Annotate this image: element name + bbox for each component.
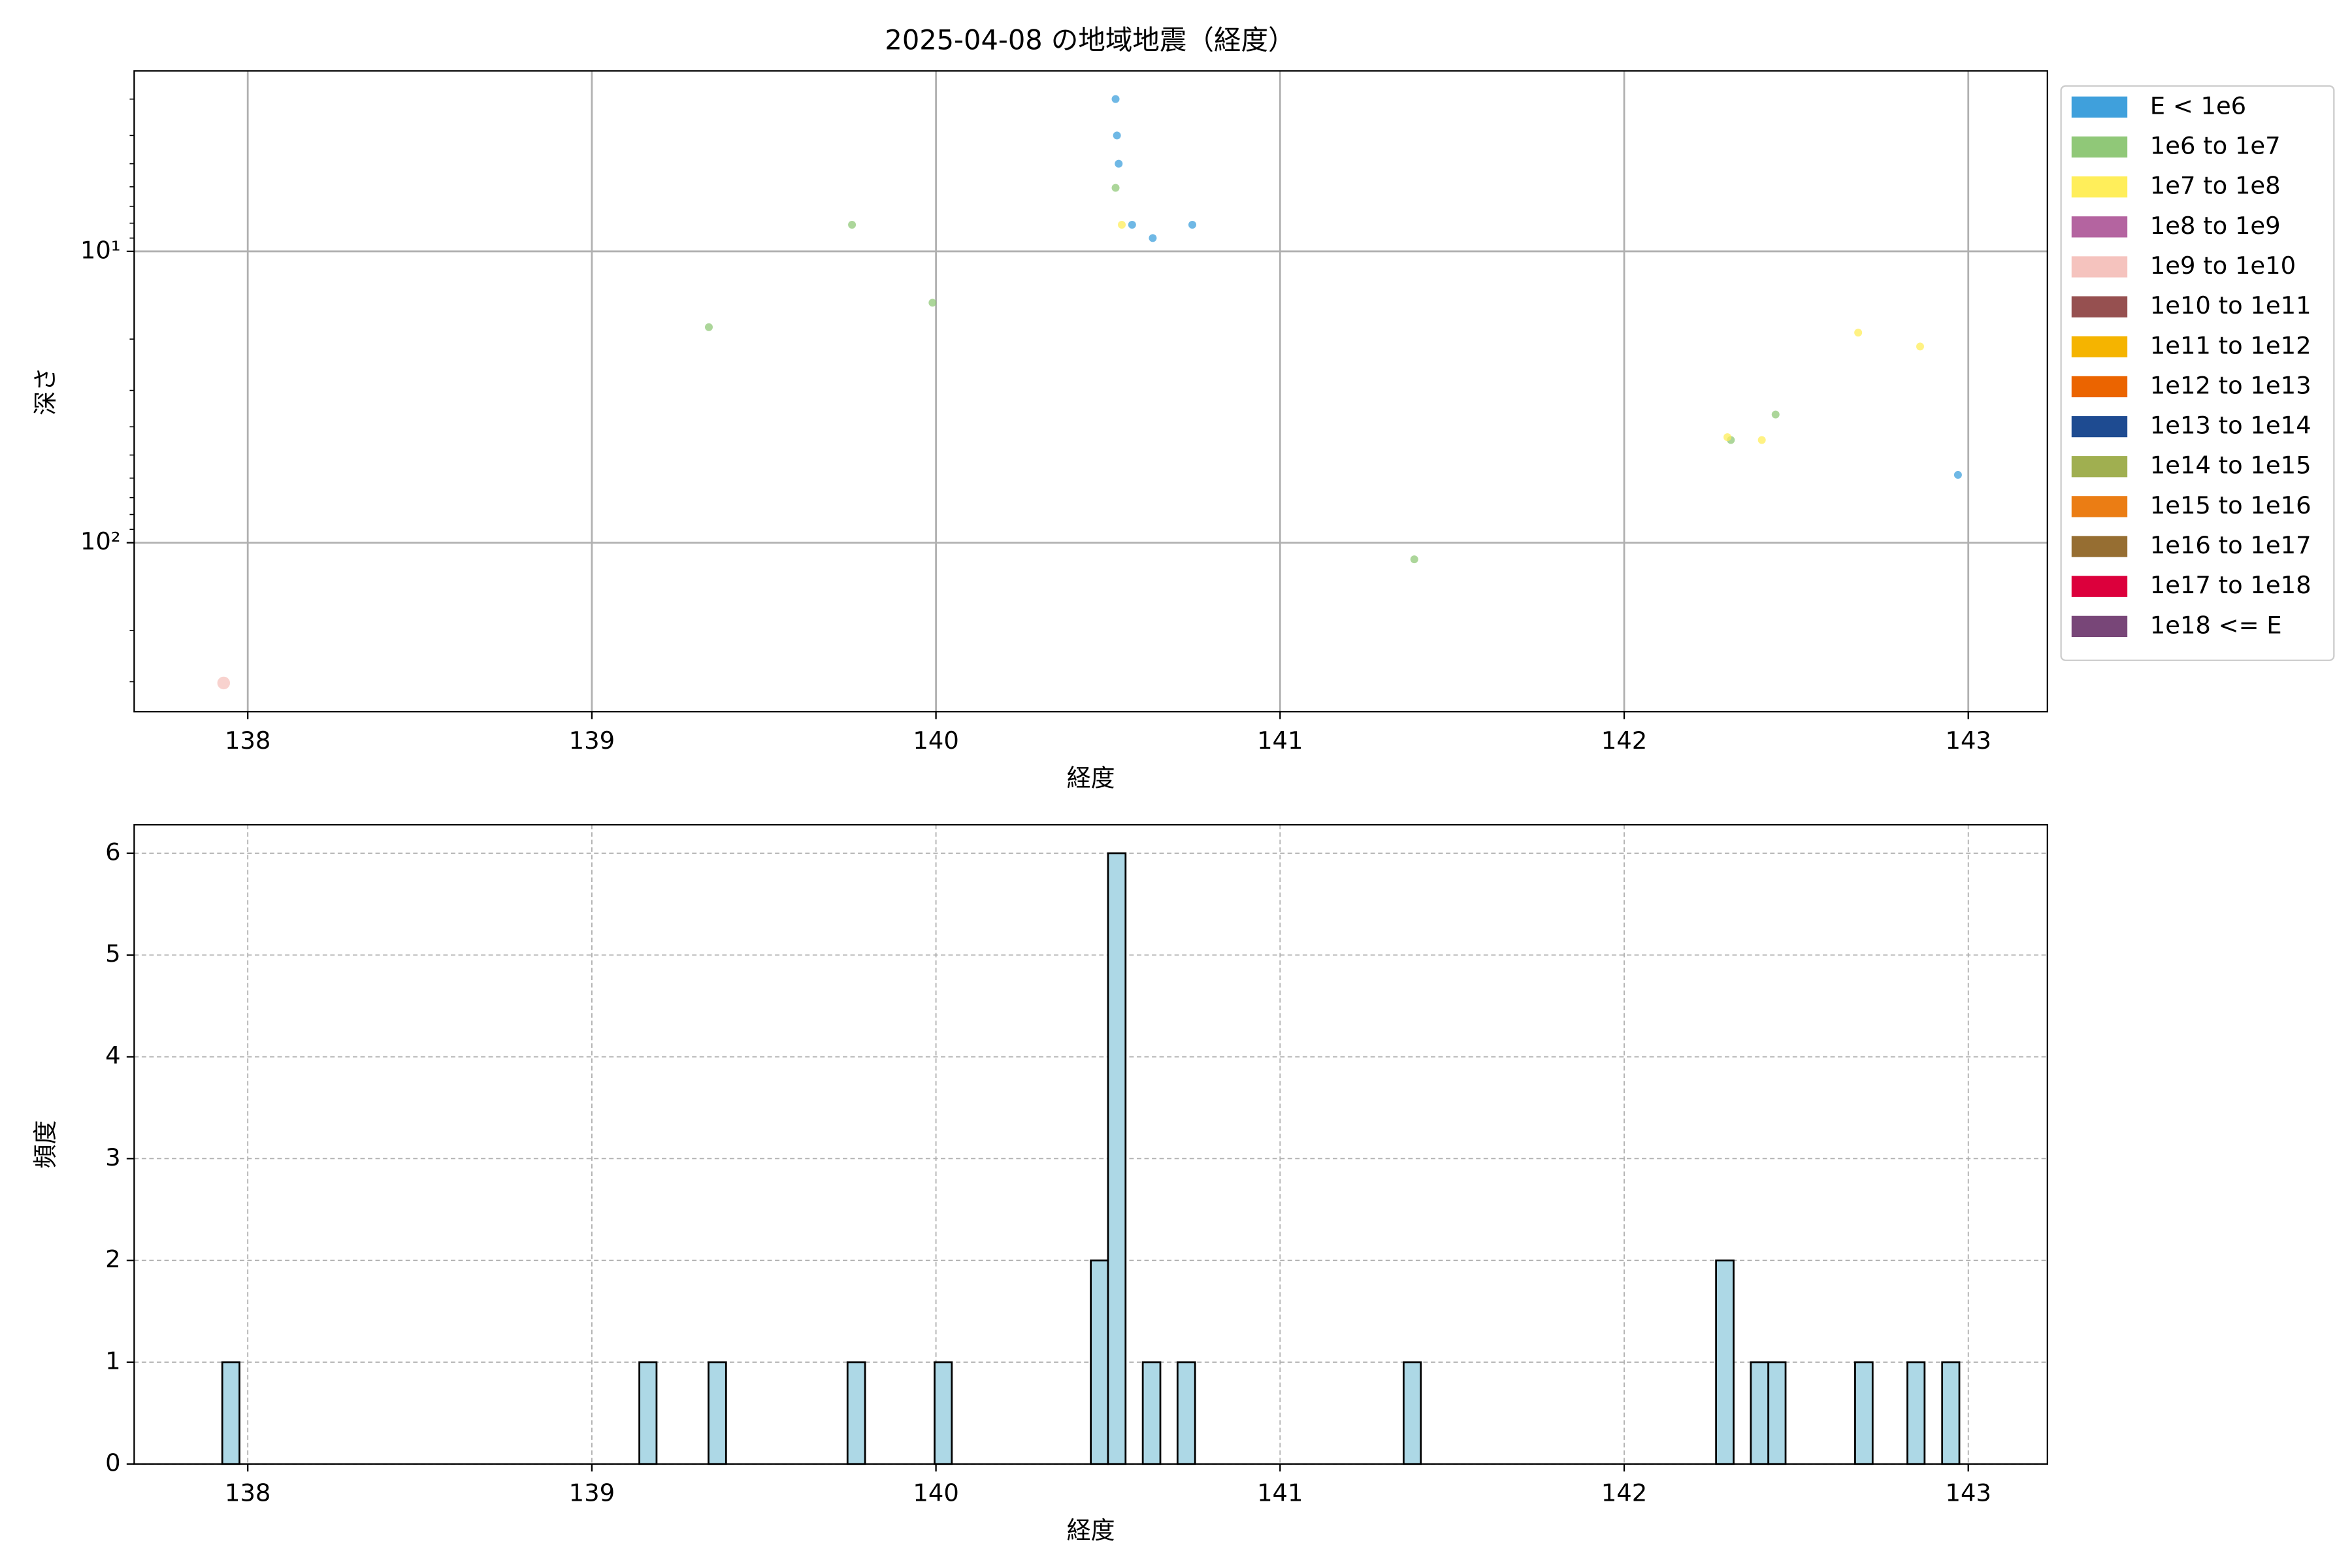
histogram-bar	[1107, 852, 1127, 1465]
scatter-point	[848, 221, 857, 229]
x-tick-label: 138	[225, 727, 270, 755]
histogram-bar	[1941, 1361, 1961, 1465]
legend-label: 1e12 to 1e13	[2150, 371, 2311, 399]
x-tick-label: 139	[569, 1478, 615, 1507]
legend-swatch	[2071, 536, 2128, 557]
scatter-point	[1113, 131, 1121, 140]
y-tick-label: 5	[105, 939, 120, 968]
histogram-bar	[1090, 1259, 1109, 1465]
x-tick-label: 139	[569, 727, 615, 755]
scatter-point	[1128, 221, 1136, 229]
scatter-point	[1115, 159, 1123, 168]
scatter-point	[1118, 221, 1126, 229]
legend-swatch	[2071, 336, 2128, 357]
x-tick-label: 142	[1601, 1478, 1647, 1507]
legend-swatch	[2071, 296, 2128, 318]
histogram-bar	[1854, 1361, 1874, 1465]
scatter-point	[1723, 433, 1732, 442]
histogram-bar	[1906, 1361, 1926, 1465]
y-tick-label: 0	[105, 1448, 120, 1477]
legend-swatch	[2071, 256, 2128, 278]
legend-swatch	[2071, 136, 2128, 158]
legend-label: E < 1e6	[2150, 91, 2246, 120]
scatter-point	[217, 676, 231, 690]
legend-label: 1e14 to 1e15	[2150, 451, 2311, 480]
histogram-bar	[1750, 1361, 1770, 1465]
scatter-point	[1916, 342, 1924, 351]
y-axis-label: 深さ	[31, 367, 59, 416]
legend-swatch	[2071, 496, 2128, 517]
x-tick-label: 140	[913, 727, 958, 755]
x-axis-label: 経度	[1067, 1516, 1115, 1544]
legend-label: 1e18 <= E	[2150, 611, 2282, 639]
plot-frame	[133, 70, 2048, 713]
x-tick-label: 141	[1257, 727, 1303, 755]
scatter-point	[1188, 221, 1196, 229]
legend-swatch	[2071, 96, 2128, 118]
legend-label: 1e10 to 1e11	[2150, 291, 2311, 319]
scatter-point	[1771, 410, 1780, 419]
scatter-point	[1953, 470, 1962, 479]
y-axis-label: 頻度	[31, 1120, 59, 1169]
histogram-bar	[1141, 1361, 1162, 1465]
y-tick-label: 10¹	[80, 236, 121, 264]
histogram-bar	[846, 1361, 866, 1465]
y-tick-label: 6	[105, 838, 120, 866]
x-axis-label: 経度	[1067, 764, 1115, 792]
x-tick-label: 138	[225, 1478, 270, 1507]
histogram-bar	[638, 1361, 658, 1465]
legend-label: 1e17 to 1e18	[2150, 571, 2311, 599]
histogram-bar	[934, 1361, 953, 1465]
y-tick-label: 2	[105, 1245, 120, 1273]
legend-label: 1e11 to 1e12	[2150, 331, 2311, 359]
legend-label: 1e6 to 1e7	[2150, 132, 2281, 160]
scatter-point	[1854, 329, 1863, 337]
histogram-bar	[1715, 1259, 1735, 1465]
y-tick-label: 4	[105, 1041, 120, 1070]
legend-label: 1e7 to 1e8	[2150, 172, 2281, 200]
plot-frame	[133, 824, 2048, 1465]
legend-swatch	[2071, 176, 2128, 198]
histogram-bar	[1403, 1361, 1422, 1465]
legend-label: 1e13 to 1e14	[2150, 412, 2311, 440]
legend-swatch	[2071, 216, 2128, 238]
y-tick-label: 10²	[80, 527, 121, 555]
x-tick-label: 143	[1945, 1478, 1991, 1507]
histogram-bar	[1176, 1361, 1196, 1465]
scatter-point	[1111, 95, 1120, 103]
scatter-point	[1111, 184, 1120, 192]
histogram-bar	[708, 1361, 727, 1465]
histogram-bar	[221, 1361, 240, 1465]
legend-swatch	[2071, 416, 2128, 438]
legend-box	[2060, 85, 2335, 661]
x-tick-label: 140	[913, 1478, 958, 1507]
legend-label: 1e16 to 1e17	[2150, 531, 2311, 559]
legend-label: 1e9 to 1e10	[2150, 252, 2296, 280]
x-tick-label: 141	[1257, 1478, 1303, 1507]
x-tick-label: 143	[1945, 727, 1991, 755]
legend-label: 1e15 to 1e16	[2150, 491, 2311, 519]
scatter-point	[704, 323, 713, 331]
histogram-bar	[1767, 1361, 1787, 1465]
x-tick-label: 142	[1601, 727, 1647, 755]
legend-swatch	[2071, 576, 2128, 597]
scatter-point	[1149, 234, 1157, 242]
legend-swatch	[2071, 376, 2128, 398]
y-tick-label: 3	[105, 1143, 120, 1171]
y-tick-label: 1	[105, 1347, 120, 1375]
legend-label: 1e8 to 1e9	[2150, 212, 2281, 240]
legend-swatch	[2071, 456, 2128, 478]
chart-title: 2025-04-08 の地域地震（経度）	[885, 24, 1295, 56]
scatter-point	[1757, 436, 1766, 444]
legend-swatch	[2071, 615, 2128, 637]
scatter-point	[1410, 555, 1418, 564]
scatter-point	[928, 299, 937, 307]
